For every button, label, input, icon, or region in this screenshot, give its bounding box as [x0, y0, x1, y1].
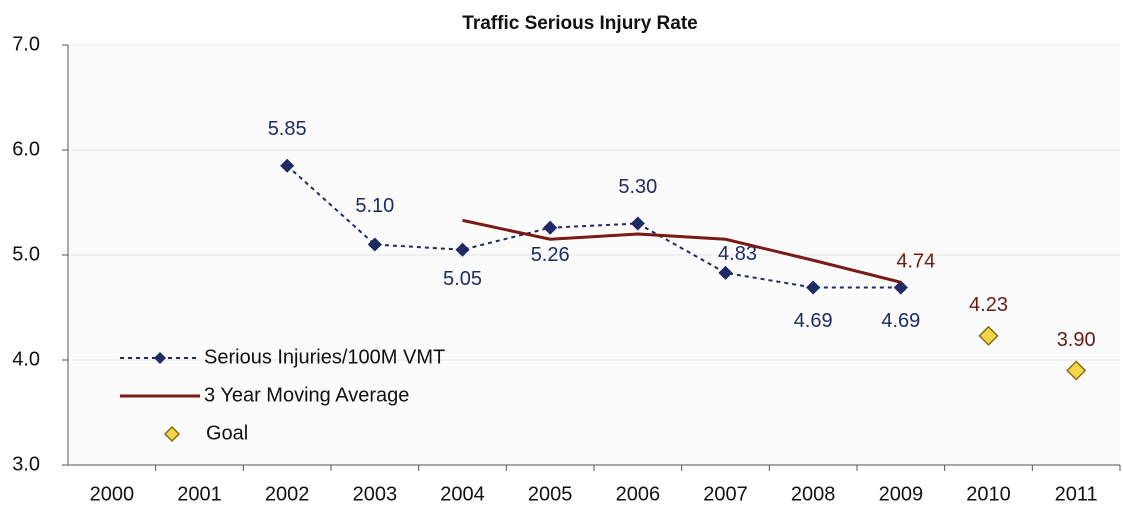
data-label: 5.85	[268, 118, 307, 140]
legend-label: Goal	[206, 422, 248, 444]
x-tick-label: 2006	[616, 483, 661, 505]
chart-title: Traffic Serious Injury Rate	[462, 13, 697, 34]
x-tick-label: 2005	[528, 483, 573, 505]
data-point	[806, 280, 821, 295]
legend-label: 3 Year Moving Average	[204, 384, 409, 406]
data-label: 5.05	[443, 268, 482, 290]
data-label: 4.83	[718, 243, 757, 265]
x-tick-label: 2011	[1055, 483, 1098, 505]
data-point	[718, 265, 733, 280]
x-tick-label: 2001	[177, 483, 222, 505]
legend-swatch	[163, 425, 181, 443]
data-point	[455, 242, 470, 257]
data-point	[280, 158, 295, 173]
goal-point	[1066, 360, 1087, 381]
data-point	[543, 220, 558, 235]
data-point	[893, 280, 908, 295]
y-tick-label: 3.0	[12, 453, 40, 475]
data-label: 5.10	[355, 195, 394, 217]
x-tick-label: 2009	[879, 483, 924, 505]
x-tick-label: 2000	[90, 483, 135, 505]
goal-point	[978, 325, 999, 346]
x-tick-label: 2004	[440, 483, 485, 505]
data-label: 4.23	[969, 294, 1008, 316]
x-tick-label: 2003	[353, 483, 398, 505]
data-label: 4.69	[881, 310, 920, 332]
x-tick-label: 2008	[791, 483, 836, 505]
y-tick-label: 6.0	[12, 138, 40, 160]
y-tick-label: 7.0	[12, 33, 40, 55]
y-tick-label: 5.0	[12, 243, 40, 265]
data-label: 5.26	[531, 244, 570, 266]
series-line	[462, 218, 902, 284]
legend-swatch	[154, 352, 166, 364]
data-label: 3.90	[1057, 329, 1096, 351]
data-label: 4.74	[896, 251, 935, 273]
series-line	[286, 165, 901, 289]
x-tick-label: 2010	[966, 483, 1011, 505]
x-tick-label: 2002	[265, 483, 310, 505]
y-tick-label: 4.0	[12, 348, 40, 370]
data-point	[367, 237, 382, 252]
legend-label: Serious Injuries/100M VMT	[204, 346, 445, 368]
data-label: 5.30	[618, 176, 657, 198]
data-label: 4.69	[794, 310, 833, 332]
x-tick-label: 2007	[703, 483, 748, 505]
data-point	[630, 216, 645, 231]
